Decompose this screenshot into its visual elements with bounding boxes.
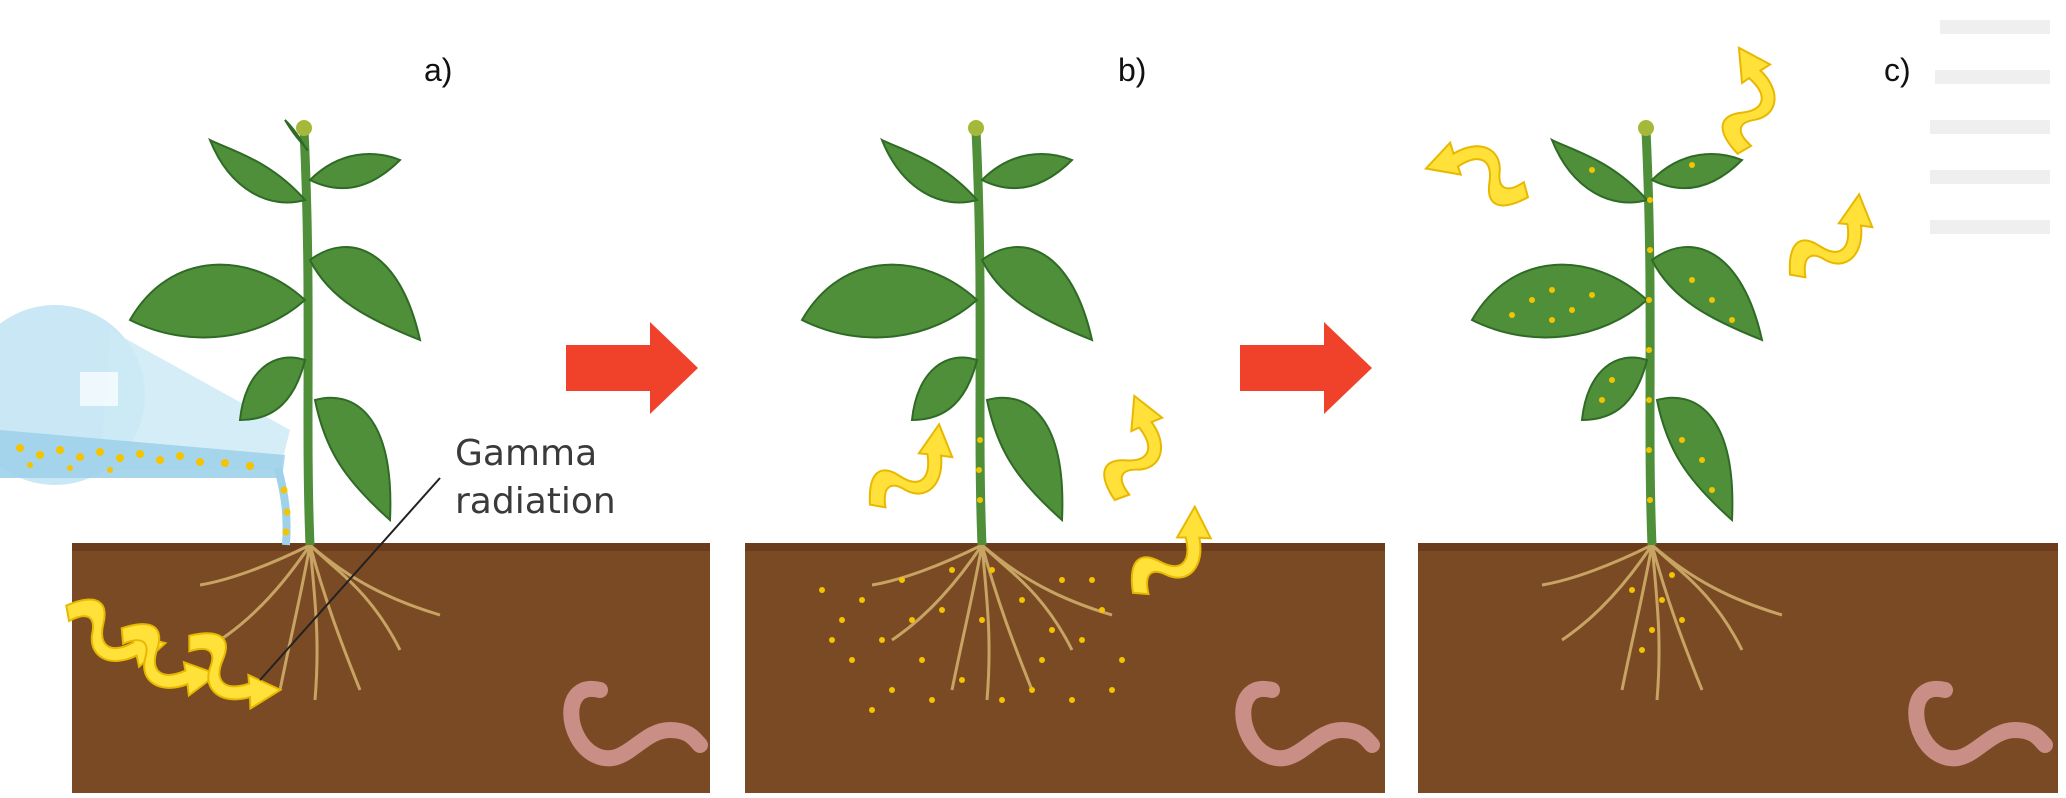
- gamma-wave-icon: [1703, 46, 1789, 161]
- roots-c: [1541, 543, 1783, 701]
- soil-dots-b: [819, 567, 1145, 713]
- leaves-a: [128, 119, 422, 523]
- process-arrow-icon: [566, 322, 698, 414]
- plant-a: [128, 119, 441, 701]
- stem-a: [299, 129, 315, 546]
- leaves-c: [1470, 137, 1764, 523]
- flower-bud-b: [968, 120, 984, 136]
- watering-flask-icon: [0, 305, 291, 546]
- stem-c: [1641, 129, 1657, 546]
- gamma-wave-icon: [1083, 394, 1181, 510]
- earthworm-icon: [563, 680, 708, 767]
- flower-bud-a: [296, 120, 312, 136]
- gamma-wave-icon: [1424, 124, 1539, 227]
- leaves-b: [800, 137, 1094, 523]
- background-ghost-text: [1930, 20, 2050, 234]
- roots-b: [871, 543, 1113, 701]
- plant-c: [1470, 120, 1783, 701]
- panel-label-b: b): [1118, 52, 1147, 88]
- stem-dots-b: [976, 437, 983, 503]
- plant-dots-c: [1509, 162, 1735, 653]
- flower-bud-c: [1638, 120, 1654, 136]
- plant-b: [800, 120, 1145, 713]
- earthworm-icon: [1908, 680, 2053, 767]
- gamma-label-line2: radiation: [455, 481, 616, 522]
- stem-b: [971, 129, 987, 546]
- gamma-wave-icon: [1771, 193, 1887, 291]
- panel-label-c: c): [1884, 52, 1911, 88]
- process-arrow-icon: [1240, 322, 1372, 414]
- panel-label-a: a): [424, 52, 453, 88]
- gamma-radiation-label: Gamma radiation: [455, 430, 616, 526]
- earthworm-icon: [1235, 680, 1380, 767]
- roots-a: [199, 543, 441, 701]
- gamma-label-line1: Gamma: [455, 433, 598, 474]
- gamma-callout-line: [259, 477, 441, 681]
- gamma-wave-icon: [851, 423, 967, 521]
